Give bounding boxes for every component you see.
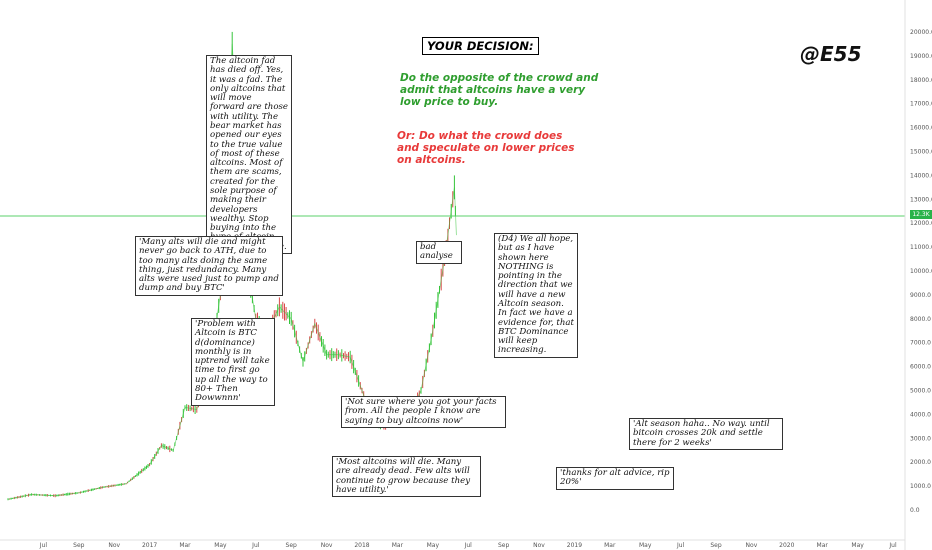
note-most-die: 'Most altcoins will die. Many are alread… — [332, 456, 481, 498]
x-axis: Jul Sep Nov 2017 Mar May Jul Sep Nov 2018 Mar May Ju… — [39, 542, 897, 549]
x-tick-label: May — [427, 542, 440, 549]
y-tick-label: 5000.0 — [910, 388, 931, 395]
x-tick-label: Jul — [251, 542, 260, 549]
note-many-alts: 'Many alts will die and might never go b… — [135, 236, 283, 296]
x-tick-label: May — [639, 542, 652, 549]
x-tick-label: Nov — [746, 542, 758, 549]
y-tick-label: 20000.0 — [910, 29, 932, 36]
y-tick-label: 3000.0 — [910, 435, 931, 442]
y-tick-label: 9000.0 — [910, 292, 931, 299]
note-d4: (D4) We all hope, but as I have shown he… — [494, 233, 578, 358]
x-tick-label: Mar — [604, 542, 616, 549]
y-tick-label: 18000.0 — [910, 77, 932, 84]
y-tick-label: 12000.0 — [910, 220, 932, 227]
x-tick-label: Sep — [286, 542, 298, 549]
note-not-sure: 'Not sure where you got your facts from.… — [341, 396, 506, 428]
y-tick-label: 14000.0 — [910, 172, 932, 179]
red-message: Or: Do what the crowd does and speculate… — [397, 130, 575, 167]
x-tick-label: Mar — [817, 542, 829, 549]
x-tick-label: Jul — [39, 542, 48, 549]
note-problem: 'Problem with Altcoin is BTC d(dominance… — [191, 318, 275, 406]
x-tick-label: Nov — [108, 542, 120, 549]
x-tick-label: May — [851, 542, 864, 549]
y-tick-label: 0.0 — [910, 507, 920, 514]
current-price-tag: 12.3K — [910, 210, 932, 219]
y-tick-label: 16000.0 — [910, 125, 932, 132]
x-tick-label: Jul — [464, 542, 473, 549]
y-tick-label: 8000.0 — [910, 316, 931, 323]
x-tick-label: Sep — [73, 542, 85, 549]
y-axis: 20000.0 19000.0 18000.0 17000.0 16000.0 15000… — [910, 29, 932, 514]
note-alt-season: 'Alt season haha.. No way. until bitcoin… — [629, 418, 783, 450]
x-tick-label: May — [214, 542, 227, 549]
note-thanks: 'thanks for alt advice, rip 20%' — [556, 467, 674, 490]
x-tick-label: 2020 — [779, 542, 794, 549]
y-tick-label: 1000.0 — [910, 483, 931, 490]
y-tick-label: 11000.0 — [910, 244, 932, 251]
x-tick-label: Mar — [392, 542, 404, 549]
x-tick-label: Nov — [533, 542, 545, 549]
x-tick-label: 2019 — [567, 542, 582, 549]
author-signature: @E55 — [800, 42, 862, 66]
note-bad-analyse: bad analyse — [416, 241, 462, 264]
y-tick-label: 4000.0 — [910, 411, 931, 418]
y-tick-label: 17000.0 — [910, 101, 932, 108]
y-tick-label: 6000.0 — [910, 364, 931, 371]
y-tick-label: 10000.0 — [910, 268, 932, 275]
x-tick-label: Jul — [888, 542, 897, 549]
y-tick-label: 2000.0 — [910, 459, 931, 466]
x-tick-label: Nov — [321, 542, 333, 549]
y-tick-label: 15000.0 — [910, 148, 932, 155]
y-tick-label: 19000.0 — [910, 53, 932, 60]
x-tick-label: 2018 — [354, 542, 369, 549]
x-tick-label: Sep — [710, 542, 722, 549]
x-tick-label: Mar — [179, 542, 191, 549]
x-tick-label: Sep — [498, 542, 510, 549]
green-message: Do the opposite of the crowd and admit t… — [400, 72, 599, 109]
y-tick-label: 7000.0 — [910, 340, 931, 347]
y-tick-label: 13000.0 — [910, 196, 932, 203]
x-tick-label: Jul — [676, 542, 685, 549]
x-tick-label: 2017 — [142, 542, 157, 549]
decision-heading: YOUR DECISION: — [422, 37, 539, 55]
note-fad: The altcoin fad has died off. Yes, it wa… — [206, 55, 292, 254]
